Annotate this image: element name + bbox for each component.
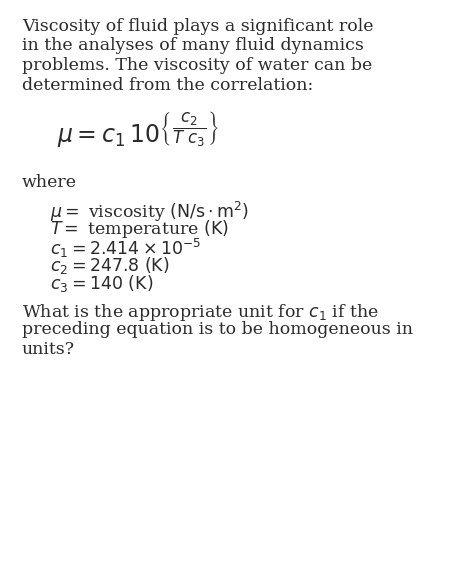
Text: What is the appropriate unit for $c_1$ if the: What is the appropriate unit for $c_1$ i… (22, 302, 378, 323)
Text: $\mu = c_1\,10^{\left\{\dfrac{c_2}{T\ c_3}\right\}}$: $\mu = c_1\,10^{\left\{\dfrac{c_2}{T\ c_… (57, 110, 219, 150)
Text: $c_3 = 140\ \mathrm{(K)}$: $c_3 = 140\ \mathrm{(K)}$ (50, 274, 153, 295)
Text: $c_1 = 2.414 \times 10^{-5}$: $c_1 = 2.414 \times 10^{-5}$ (50, 237, 201, 260)
Text: preceding equation is to be homogeneous in: preceding equation is to be homogeneous … (22, 322, 412, 339)
Text: problems. The viscosity of water can be: problems. The viscosity of water can be (22, 57, 371, 74)
Text: determined from the correlation:: determined from the correlation: (22, 77, 313, 94)
Text: units?: units? (22, 341, 75, 358)
Text: $c_2 = 247.8\ \mathrm{(K)}$: $c_2 = 247.8\ \mathrm{(K)}$ (50, 255, 169, 276)
Text: Viscosity of fluid plays a significant role: Viscosity of fluid plays a significant r… (22, 18, 373, 35)
Text: $\mu = $ viscosity $\mathrm{(N/s \cdot m^2)}$: $\mu = $ viscosity $\mathrm{(N/s \cdot m… (50, 199, 248, 224)
Text: in the analyses of many fluid dynamics: in the analyses of many fluid dynamics (22, 38, 363, 54)
Text: where: where (22, 174, 77, 191)
Text: $T = $ temperature $\mathrm{(K)}$: $T = $ temperature $\mathrm{(K)}$ (50, 218, 228, 240)
